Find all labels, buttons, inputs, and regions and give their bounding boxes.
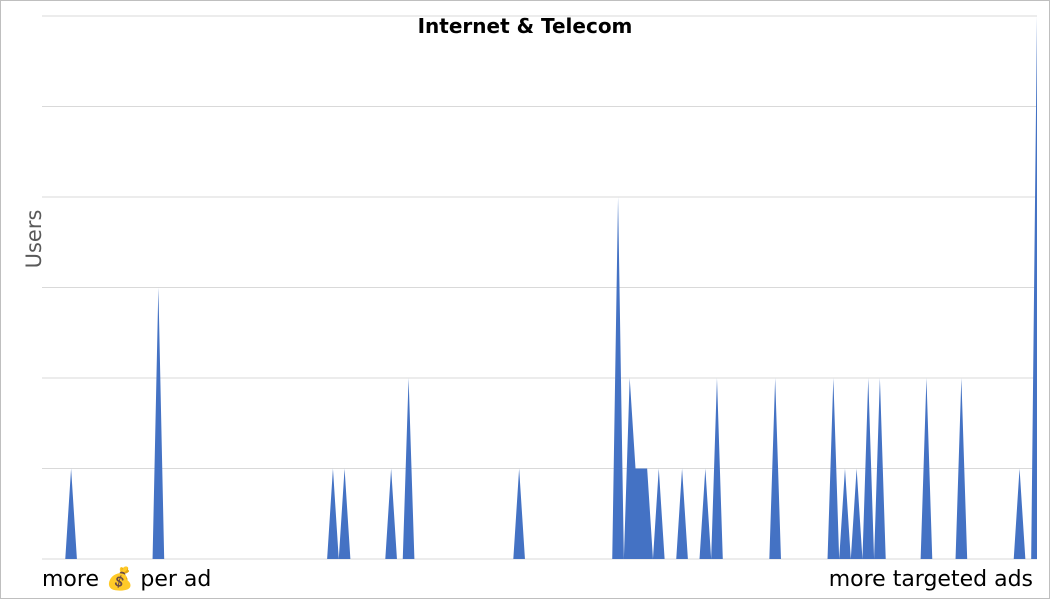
chart-title: Internet & Telecom: [418, 14, 633, 38]
y-axis-label: Users: [22, 210, 46, 269]
x-axis-right-label: more targeted ads: [829, 567, 1033, 592]
gridlines: [42, 15, 1037, 560]
x-axis-left-label: more 💰 per ad: [42, 566, 211, 592]
